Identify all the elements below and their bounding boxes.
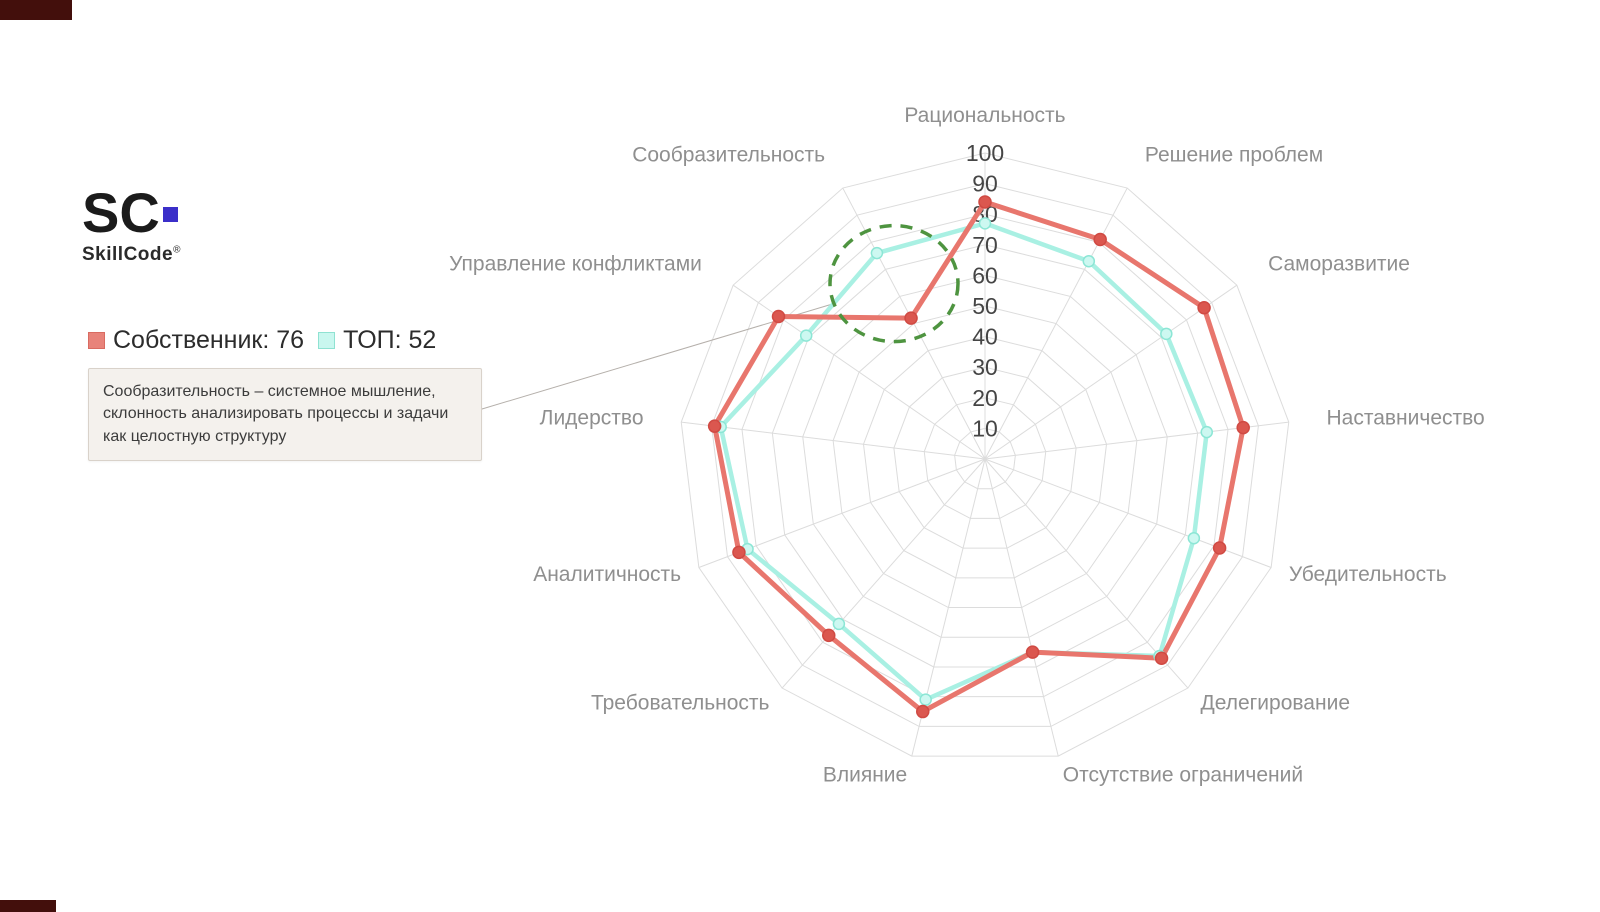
axis-label: Требовательность [591,691,770,714]
series-line-Собственник[interactable] [712,199,1246,715]
data-point-Собственник[interactable] [1025,645,1040,659]
radial-tick-label: 100 [966,140,1004,166]
skillcode-logo: SC SkillCode® [82,185,181,266]
legend-label-top: ТОП: 52 [343,326,437,354]
data-point-ТОП[interactable] [870,246,884,260]
legend-swatch-owner [88,332,105,349]
grid-ring [862,336,1108,579]
logo-mark: SC [82,185,178,241]
legend-swatch-top [318,332,336,349]
grid-ring [954,427,1016,490]
axis-spoke [984,187,1128,460]
radial-tick-label: 10 [972,415,998,441]
data-point-Собственник[interactable] [1093,232,1107,247]
data-point-Собственник[interactable] [904,311,918,325]
data-point-Собственник[interactable] [1197,301,1211,315]
axis-spoke [681,421,986,460]
grid-ring [680,152,1290,757]
chart-legend: Собственник: 76 ТОП: 52 [88,326,436,355]
radial-tick-label: 30 [972,354,998,380]
data-point-ТОП[interactable] [919,693,932,706]
axis-label: Отсутствие ограничений [1063,764,1303,787]
axis-label: Рациональность [904,104,1065,127]
data-point-ТОП[interactable] [1187,531,1201,545]
axis-label: Наставничество [1326,407,1484,430]
axis-label: Влияние [823,764,907,787]
axis-spoke [984,284,1238,460]
axis-label: Аналитичность [533,563,681,586]
data-point-Собственник[interactable] [978,195,992,209]
skill-tooltip: Сообразительность – системное мышление, … [88,368,482,462]
radial-tick-label: 20 [972,385,998,411]
registered-mark: ® [173,245,181,257]
radial-tick-label: 60 [972,262,998,288]
grid-ring [802,274,1168,638]
data-point-ТОП[interactable] [1160,327,1173,341]
highlight-circle [828,223,960,344]
axis-label: Лидерство [540,407,644,430]
logo-accent-square [162,207,178,222]
data-point-Собственник[interactable] [916,704,930,719]
radial-tick-label: 90 [972,171,998,197]
data-point-Собственник[interactable] [1154,651,1169,666]
axis-label: Сообразительность [632,143,825,166]
axis-spoke [984,458,1189,689]
axis-label: Убедительность [1289,563,1447,586]
data-point-Собственник[interactable] [771,309,786,324]
radial-tick-label: 40 [972,324,998,350]
series-line-ТОП[interactable] [718,221,1210,702]
data-point-Собственник[interactable] [822,628,836,643]
data-point-ТОП[interactable] [1082,254,1096,268]
axis-spoke [984,458,1059,757]
data-point-Собственник[interactable] [1212,541,1227,555]
corner-mark-top-left [0,0,72,20]
legend-label-owner: Собственник: 76 [113,326,305,354]
data-point-ТОП[interactable] [799,329,813,342]
axis-label: Управление конфликтами [449,253,702,276]
axis-label: Делегирование [1201,691,1351,714]
grid-ring [711,183,1259,727]
radial-tick-label: 70 [972,232,998,258]
grid-ring [771,244,1199,668]
grid-ring [832,305,1138,609]
axis-spoke [781,458,986,689]
grid-ring [741,213,1229,698]
corner-mark-bottom-left [0,900,56,912]
grid-ring [923,397,1047,519]
legend-item-owner[interactable]: Собственник: 76 [88,326,304,355]
data-point-ТОП[interactable] [1200,425,1214,439]
data-point-ТОП[interactable] [832,617,846,631]
data-point-Собственник[interactable] [732,545,746,560]
legend-item-top[interactable]: ТОП: 52 [318,326,436,355]
data-point-Собственник[interactable] [707,419,722,433]
axis-label: Решение проблем [1145,143,1323,166]
logo-wordmark: SkillCode® [82,244,181,266]
radial-tick-label: 50 [972,293,998,319]
tooltip-text: Сообразительность – системное мышление, … [103,383,449,445]
axis-label: Саморазвитие [1268,253,1410,276]
grid-ring [893,366,1077,549]
logo-name-text: SkillCode [82,244,174,266]
data-point-Собственник[interactable] [1236,420,1250,435]
data-point-ТОП[interactable] [978,217,992,230]
logo-mark-text: SC [82,181,160,244]
